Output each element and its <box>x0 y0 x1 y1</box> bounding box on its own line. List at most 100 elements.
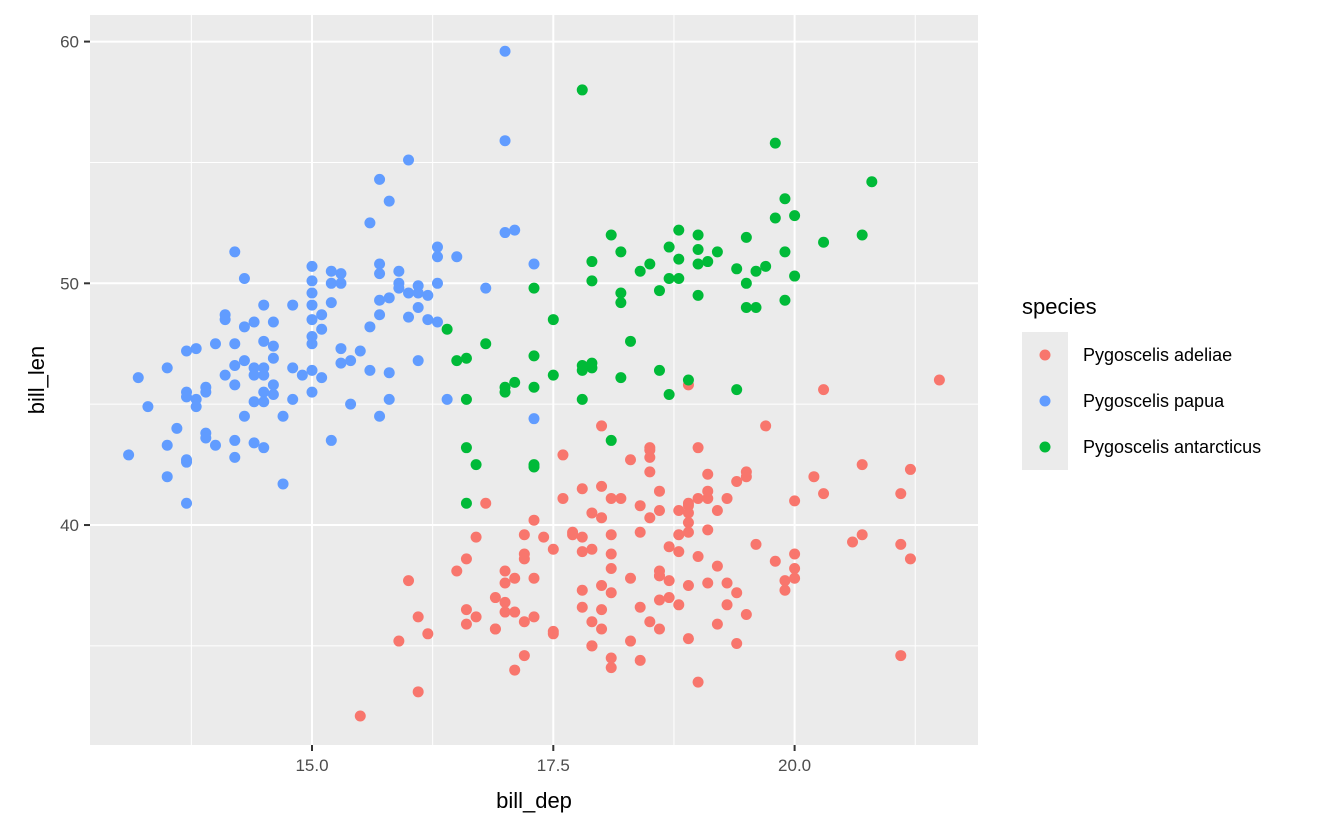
data-point <box>460 352 472 364</box>
data-point <box>181 456 193 468</box>
x-axis-label: bill_dep <box>496 788 572 813</box>
data-point <box>181 391 193 403</box>
data-point <box>625 635 637 647</box>
data-point <box>258 396 270 408</box>
data-point <box>248 437 260 449</box>
data-point <box>682 579 694 591</box>
data-point <box>374 258 386 270</box>
data-point <box>586 616 598 628</box>
legend: species Pygoscelis adeliae Pygoscelis pap… <box>1022 294 1261 470</box>
data-point <box>374 173 386 185</box>
data-point <box>219 314 231 326</box>
data-point <box>605 563 617 575</box>
data-point <box>287 362 299 374</box>
data-point <box>586 357 598 369</box>
data-point <box>354 710 366 722</box>
data-point <box>673 529 685 541</box>
data-point <box>412 686 424 698</box>
data-point <box>422 628 434 640</box>
data-point <box>779 246 791 258</box>
data-point <box>702 577 714 589</box>
data-point <box>692 492 704 504</box>
data-point <box>634 500 646 512</box>
data-point <box>306 314 318 326</box>
data-point <box>789 563 801 575</box>
x-tick-label: 17.5 <box>537 756 570 775</box>
data-point <box>673 272 685 284</box>
data-point <box>499 135 511 147</box>
data-point <box>296 369 308 381</box>
data-point <box>489 623 501 635</box>
data-point <box>547 543 559 555</box>
data-point <box>335 343 347 355</box>
data-point <box>258 369 270 381</box>
data-point <box>731 637 743 649</box>
data-point <box>161 471 173 483</box>
data-point <box>789 210 801 222</box>
legend-marker <box>1039 395 1051 407</box>
data-point <box>692 550 704 562</box>
data-point <box>538 531 550 543</box>
data-point <box>779 193 791 205</box>
data-point <box>576 546 588 558</box>
data-point <box>904 553 916 565</box>
data-point <box>576 601 588 613</box>
data-point <box>692 243 704 255</box>
data-point <box>470 531 482 543</box>
data-point <box>422 314 434 326</box>
data-point <box>586 507 598 519</box>
data-point <box>518 529 530 541</box>
data-point <box>287 393 299 405</box>
data-point <box>209 338 221 350</box>
data-point <box>933 374 945 386</box>
y-tick-label: 50 <box>60 274 79 293</box>
data-point <box>740 231 752 243</box>
data-point <box>634 654 646 666</box>
data-point <box>644 466 656 478</box>
data-point <box>325 277 337 289</box>
data-point <box>740 277 752 289</box>
data-point <box>451 251 463 263</box>
data-point <box>818 236 830 248</box>
data-point <box>403 575 415 587</box>
data-point <box>818 384 830 396</box>
data-point <box>518 650 530 662</box>
data-point <box>258 386 270 398</box>
data-point <box>721 599 733 611</box>
data-point <box>789 495 801 507</box>
data-point <box>615 246 627 258</box>
data-point <box>364 217 376 229</box>
data-point <box>596 420 608 432</box>
data-point <box>267 389 279 401</box>
data-point <box>258 335 270 347</box>
y-axis: 40 50 60 <box>60 33 90 535</box>
data-point <box>702 524 714 536</box>
data-point <box>769 137 781 149</box>
data-point <box>383 393 395 405</box>
data-point <box>682 633 694 645</box>
data-point <box>403 311 415 323</box>
data-point <box>895 488 907 500</box>
data-point <box>895 650 907 662</box>
data-point <box>682 526 694 538</box>
data-point <box>769 212 781 224</box>
data-point <box>354 345 366 357</box>
data-point <box>499 606 511 618</box>
data-point <box>528 258 540 270</box>
data-point <box>663 575 675 587</box>
data-point <box>596 604 608 616</box>
data-point <box>316 323 328 335</box>
legend-marker <box>1039 441 1051 453</box>
data-point <box>489 592 501 604</box>
data-point <box>345 355 357 367</box>
data-point <box>673 505 685 517</box>
data-point <box>682 517 694 529</box>
data-point <box>605 529 617 541</box>
data-point <box>181 497 193 509</box>
data-point <box>663 241 675 253</box>
data-point <box>625 335 637 347</box>
data-point <box>625 454 637 466</box>
data-point <box>509 664 521 676</box>
data-point <box>267 379 279 391</box>
data-point <box>605 662 617 674</box>
